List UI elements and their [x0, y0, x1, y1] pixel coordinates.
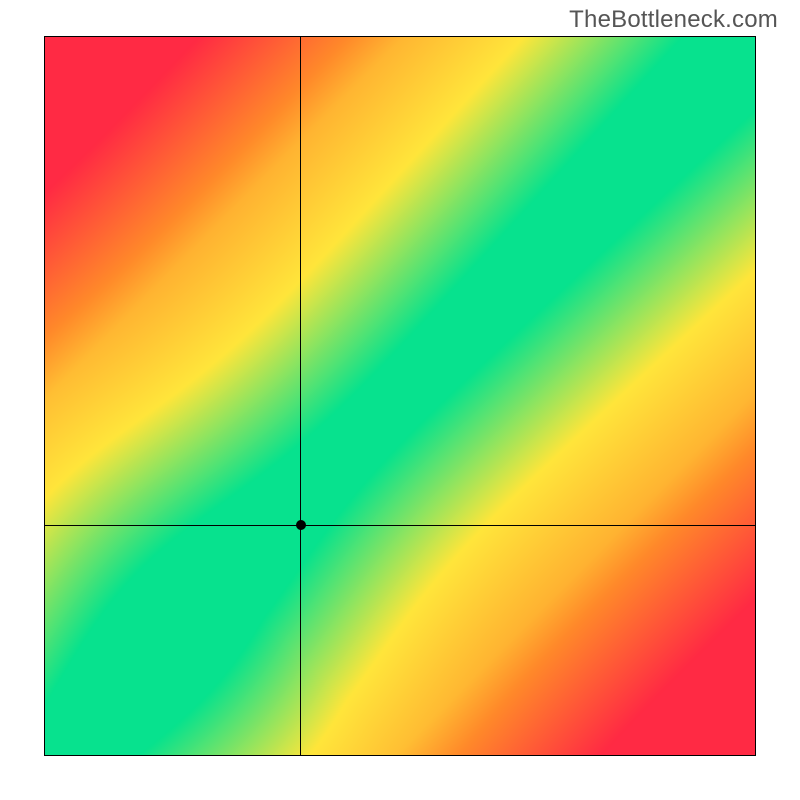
- plot-border: [44, 36, 756, 756]
- watermark-text: TheBottleneck.com: [569, 6, 778, 34]
- crosshair-vertical: [300, 37, 301, 755]
- crosshair-horizontal: [45, 525, 755, 526]
- crosshair-marker: [296, 520, 306, 530]
- chart-container: TheBottleneck.com: [0, 0, 800, 800]
